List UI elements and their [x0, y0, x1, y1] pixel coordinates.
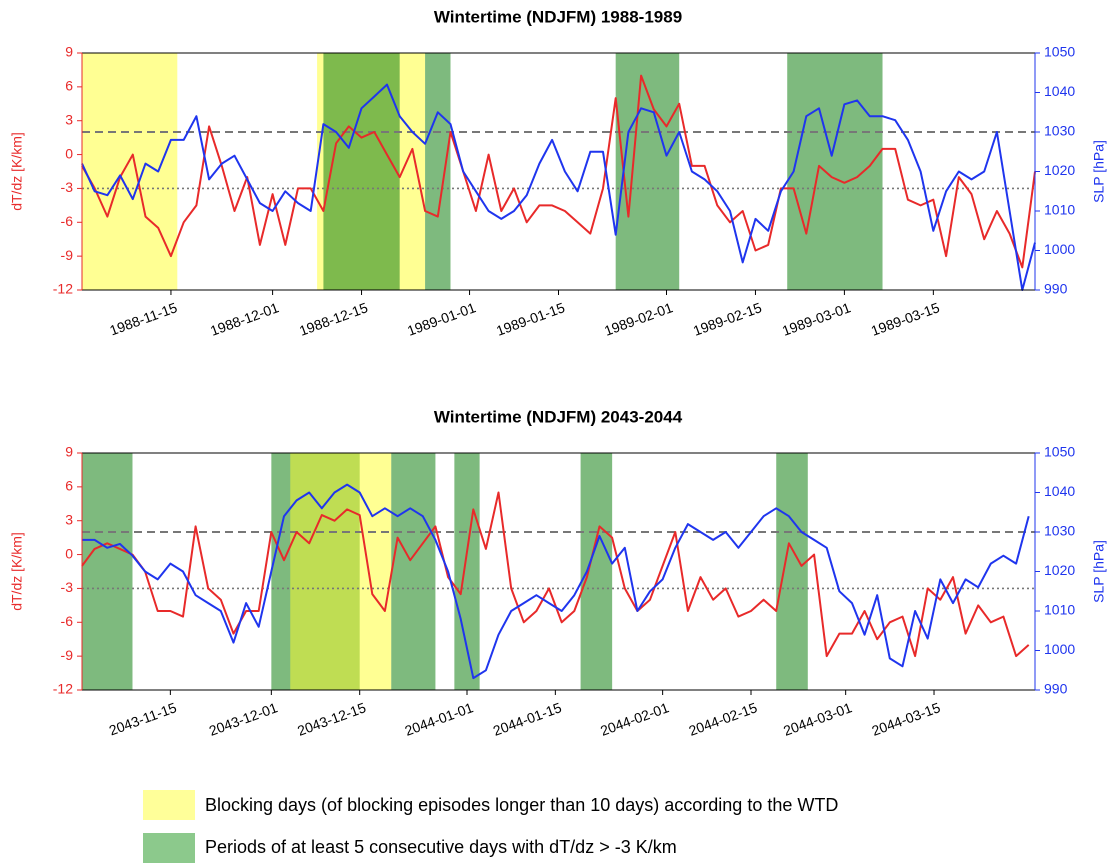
x-tick-label: 1989-02-15: [691, 299, 764, 339]
legend-label: Blocking days (of blocking episodes long…: [205, 795, 838, 815]
span: [82, 53, 178, 290]
x-tick-label: 1989-03-01: [780, 299, 853, 339]
y2-tick-label: 1040: [1044, 83, 1075, 99]
y-tick-label: 0: [65, 545, 73, 561]
x-tick-label: 2044-01-15: [491, 699, 564, 739]
y-tick-label: -3: [61, 579, 74, 595]
y2-tick-label: 1000: [1044, 641, 1075, 657]
y2-tick-label: 1030: [1044, 523, 1075, 539]
y-tick-label: 9: [65, 44, 73, 60]
x-tick-label: 2043-11-15: [107, 699, 179, 738]
x-tick-label: 2043-12-15: [295, 699, 368, 739]
legend-label: Periods of at least 5 consecutive days w…: [205, 837, 677, 857]
y2-tick-label: 1040: [1044, 483, 1075, 499]
chart-title: Wintertime (NDJFM) 1988-1989: [434, 7, 682, 26]
y2-tick-label: 1050: [1044, 44, 1075, 60]
y2-tick-label: 1020: [1044, 162, 1075, 178]
x-tick-label: 1988-12-15: [297, 299, 370, 339]
y2-tick-label: 1030: [1044, 123, 1075, 139]
y-tick-label: -6: [61, 213, 74, 229]
y-tick-label: 6: [65, 478, 73, 494]
y2-axis-label: SLP [hPa]: [1091, 140, 1107, 203]
y-tick-label: 3: [65, 511, 73, 527]
y-axis-label: dT/dz [K/km]: [9, 132, 25, 211]
y-tick-label: -3: [61, 179, 74, 195]
span: [290, 453, 392, 690]
legend-swatch: [143, 790, 195, 820]
span: [391, 453, 436, 690]
x-tick-label: 1989-01-01: [405, 299, 478, 339]
y-tick-label: -9: [61, 647, 74, 663]
y-tick-label: -12: [53, 281, 73, 297]
y2-tick-label: 1010: [1044, 202, 1075, 218]
y2-tick-label: 990: [1044, 681, 1068, 697]
x-tick-label: 1989-03-15: [869, 299, 942, 339]
span: [323, 53, 400, 290]
y-tick-label: -12: [53, 681, 73, 697]
y-axis-label: dT/dz [K/km]: [9, 532, 25, 611]
span: [615, 53, 680, 290]
series-line: [81, 491, 1030, 658]
series-line: [81, 83, 1036, 291]
y2-tick-label: 1010: [1044, 602, 1075, 618]
x-tick-label: 2044-01-01: [403, 699, 476, 739]
x-tick-label: 1989-01-15: [494, 299, 567, 339]
series-line: [82, 483, 1030, 680]
span: [580, 453, 613, 690]
y-tick-label: 0: [65, 145, 73, 161]
y-tick-label: 3: [65, 111, 73, 127]
legend-swatch: [143, 833, 195, 863]
y-tick-label: 6: [65, 78, 73, 94]
span: [425, 53, 451, 290]
y2-tick-label: 990: [1044, 281, 1068, 297]
x-tick-label: 1988-12-01: [208, 299, 281, 339]
span: [454, 453, 480, 690]
y2-tick-label: 1050: [1044, 444, 1075, 460]
x-tick-label: 2044-02-15: [687, 699, 760, 739]
y2-axis-label: SLP [hPa]: [1091, 540, 1107, 603]
y2-tick-label: 1020: [1044, 562, 1075, 578]
y2-tick-label: 1000: [1044, 241, 1075, 257]
x-tick-label: 1988-11-15: [107, 299, 179, 338]
x-tick-label: 1989-02-01: [602, 299, 675, 339]
series-line: [81, 74, 1036, 269]
span: [82, 453, 133, 690]
x-tick-label: 2044-03-15: [870, 699, 943, 739]
span: [776, 453, 808, 690]
y-tick-label: -6: [61, 613, 74, 629]
x-tick-label: 2044-03-01: [781, 699, 854, 739]
chart-title: Wintertime (NDJFM) 2043-2044: [434, 407, 683, 426]
y-tick-label: -9: [61, 247, 74, 263]
y-tick-label: 9: [65, 444, 73, 460]
x-tick-label: 2043-12-01: [207, 699, 280, 739]
span: [787, 53, 883, 290]
x-tick-label: 2044-02-01: [598, 699, 671, 739]
